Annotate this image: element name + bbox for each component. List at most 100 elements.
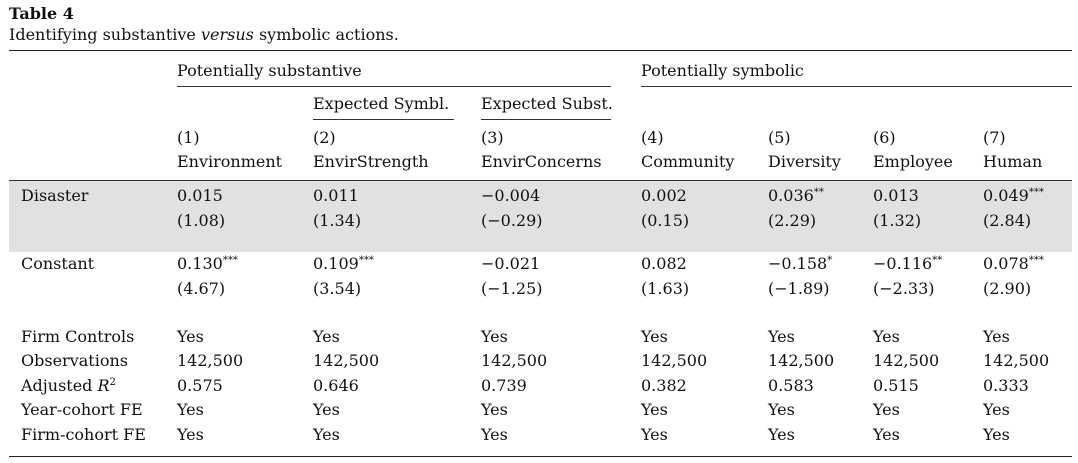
subheader-rule-symbl: [313, 119, 454, 120]
table-title-emphasis: versus: [200, 25, 254, 44]
significance-stars: ***: [222, 255, 238, 266]
year-cohort-fe-cell: Yes: [768, 400, 795, 419]
coef-value: 0.130: [177, 254, 223, 273]
adjusted-r2-sup: 2: [109, 377, 116, 388]
firm-cohort-fe-cell: Yes: [313, 425, 340, 444]
table-title-pre: Identifying substantive: [9, 25, 201, 44]
year-cohort-fe-cell: Yes: [641, 400, 668, 419]
column-number: (6): [873, 128, 896, 147]
coef-value: 0.002: [641, 186, 687, 205]
coef-value: 0.036: [768, 186, 814, 205]
column-name: EnvirConcerns: [481, 152, 602, 171]
significance-stars: **: [813, 187, 824, 198]
constant-tstat-cell: (4.67): [177, 279, 226, 298]
disaster-coef-cell: 0.049***: [983, 186, 1044, 206]
firm-controls-cell: Yes: [873, 327, 900, 346]
significance-stars: *: [827, 255, 833, 266]
constant-coef-cell: 0.078***: [983, 254, 1044, 274]
column-number: (2): [313, 128, 336, 147]
disaster-tstat-cell: (1.08): [177, 211, 226, 230]
coef-value: −0.158: [768, 254, 828, 273]
observations-cell: 142,500: [768, 351, 835, 370]
coef-value: 0.109: [313, 254, 359, 273]
coef-value: −0.116: [873, 254, 933, 273]
constant-tstat-cell: (1.63): [641, 279, 690, 298]
firm-cohort-fe-cell: Yes: [641, 425, 668, 444]
column-number: (5): [768, 128, 791, 147]
firm-cohort-fe-cell: Yes: [873, 425, 900, 444]
constant-tstat-cell: (−1.25): [481, 279, 543, 298]
disaster-row-shading: [9, 181, 1072, 252]
adjusted-r2-cell: 0.646: [313, 376, 359, 395]
observations-cell: 142,500: [873, 351, 940, 370]
adjusted-r2-cell: 0.333: [983, 376, 1029, 395]
coef-value: 0.078: [983, 254, 1029, 273]
firm-controls-cell: Yes: [177, 327, 204, 346]
coef-value: 0.015: [177, 186, 223, 205]
subheader-expected-subst: Expected Subst.: [481, 94, 613, 113]
constant-coef-cell: −0.158*: [768, 254, 832, 274]
row-label-firm-cohort-fe: Firm-cohort FE: [21, 425, 146, 444]
group-header-substantive: Potentially substantive: [177, 61, 362, 80]
adjusted-r2-cell: 0.575: [177, 376, 223, 395]
coef-value: 0.049: [983, 186, 1029, 205]
significance-stars: ***: [1028, 255, 1044, 266]
coef-value: 0.082: [641, 254, 687, 273]
adjusted-r2-var: R: [97, 376, 110, 395]
column-number: (3): [481, 128, 504, 147]
year-cohort-fe-cell: Yes: [873, 400, 900, 419]
disaster-tstat-cell: (0.15): [641, 211, 690, 230]
constant-coef-cell: 0.082: [641, 254, 687, 274]
disaster-tstat-cell: (1.34): [313, 211, 362, 230]
column-name: Environment: [177, 152, 283, 171]
constant-tstat-cell: (−1.89): [768, 279, 830, 298]
significance-stars: **: [932, 255, 943, 266]
row-label-observations: Observations: [21, 351, 128, 370]
constant-coef-cell: −0.116**: [873, 254, 942, 274]
column-number: (1): [177, 128, 200, 147]
header-bottom-rule: [9, 180, 1072, 181]
column-number: (7): [983, 128, 1006, 147]
table-top-rule: [9, 50, 1072, 51]
year-cohort-fe-cell: Yes: [983, 400, 1010, 419]
observations-cell: 142,500: [641, 351, 708, 370]
constant-coef-cell: −0.021: [481, 254, 540, 274]
observations-cell: 142,500: [481, 351, 548, 370]
group-header-symbolic: Potentially symbolic: [641, 61, 804, 80]
constant-coef-cell: 0.109***: [313, 254, 374, 274]
column-name: EnvirStrength: [313, 152, 429, 171]
coef-value: 0.013: [873, 186, 919, 205]
column-name: Employee: [873, 152, 953, 171]
table-caption: Table 4 Identifying substantive versus s…: [9, 4, 399, 46]
disaster-coef-cell: 0.013: [873, 186, 919, 206]
table-title-post: symbolic actions.: [253, 25, 399, 44]
disaster-coef-cell: 0.036**: [768, 186, 824, 206]
coef-value: 0.011: [313, 186, 359, 205]
adjusted-r2-cell: 0.739: [481, 376, 527, 395]
row-label-disaster: Disaster: [21, 186, 89, 205]
disaster-tstat-cell: (2.29): [768, 211, 817, 230]
group-rule-substantive: [177, 86, 611, 87]
adjusted-r2-cell: 0.515: [873, 376, 919, 395]
disaster-coef-cell: −0.004: [481, 186, 540, 206]
coef-value: −0.004: [481, 186, 541, 205]
disaster-tstat-cell: (2.84): [983, 211, 1032, 230]
adjusted-r2-base: Adjusted: [21, 376, 98, 395]
firm-controls-cell: Yes: [641, 327, 668, 346]
observations-cell: 142,500: [313, 351, 380, 370]
table-title: Identifying substantive versus symbolic …: [9, 24, 399, 46]
row-label-year-cohort-fe: Year-cohort FE: [21, 400, 143, 419]
table-bottom-rule: [9, 456, 1072, 457]
year-cohort-fe-cell: Yes: [177, 400, 204, 419]
observations-cell: 142,500: [177, 351, 244, 370]
adjusted-r2-cell: 0.382: [641, 376, 687, 395]
disaster-coef-cell: 0.002: [641, 186, 687, 206]
column-name: Community: [641, 152, 735, 171]
disaster-coef-cell: 0.015: [177, 186, 223, 206]
subheader-expected-symbl: Expected Symbl.: [313, 94, 450, 113]
firm-controls-cell: Yes: [313, 327, 340, 346]
table-label: Table 4: [9, 4, 74, 23]
firm-controls-cell: Yes: [768, 327, 795, 346]
disaster-coef-cell: 0.011: [313, 186, 359, 206]
constant-coef-cell: 0.130***: [177, 254, 238, 274]
